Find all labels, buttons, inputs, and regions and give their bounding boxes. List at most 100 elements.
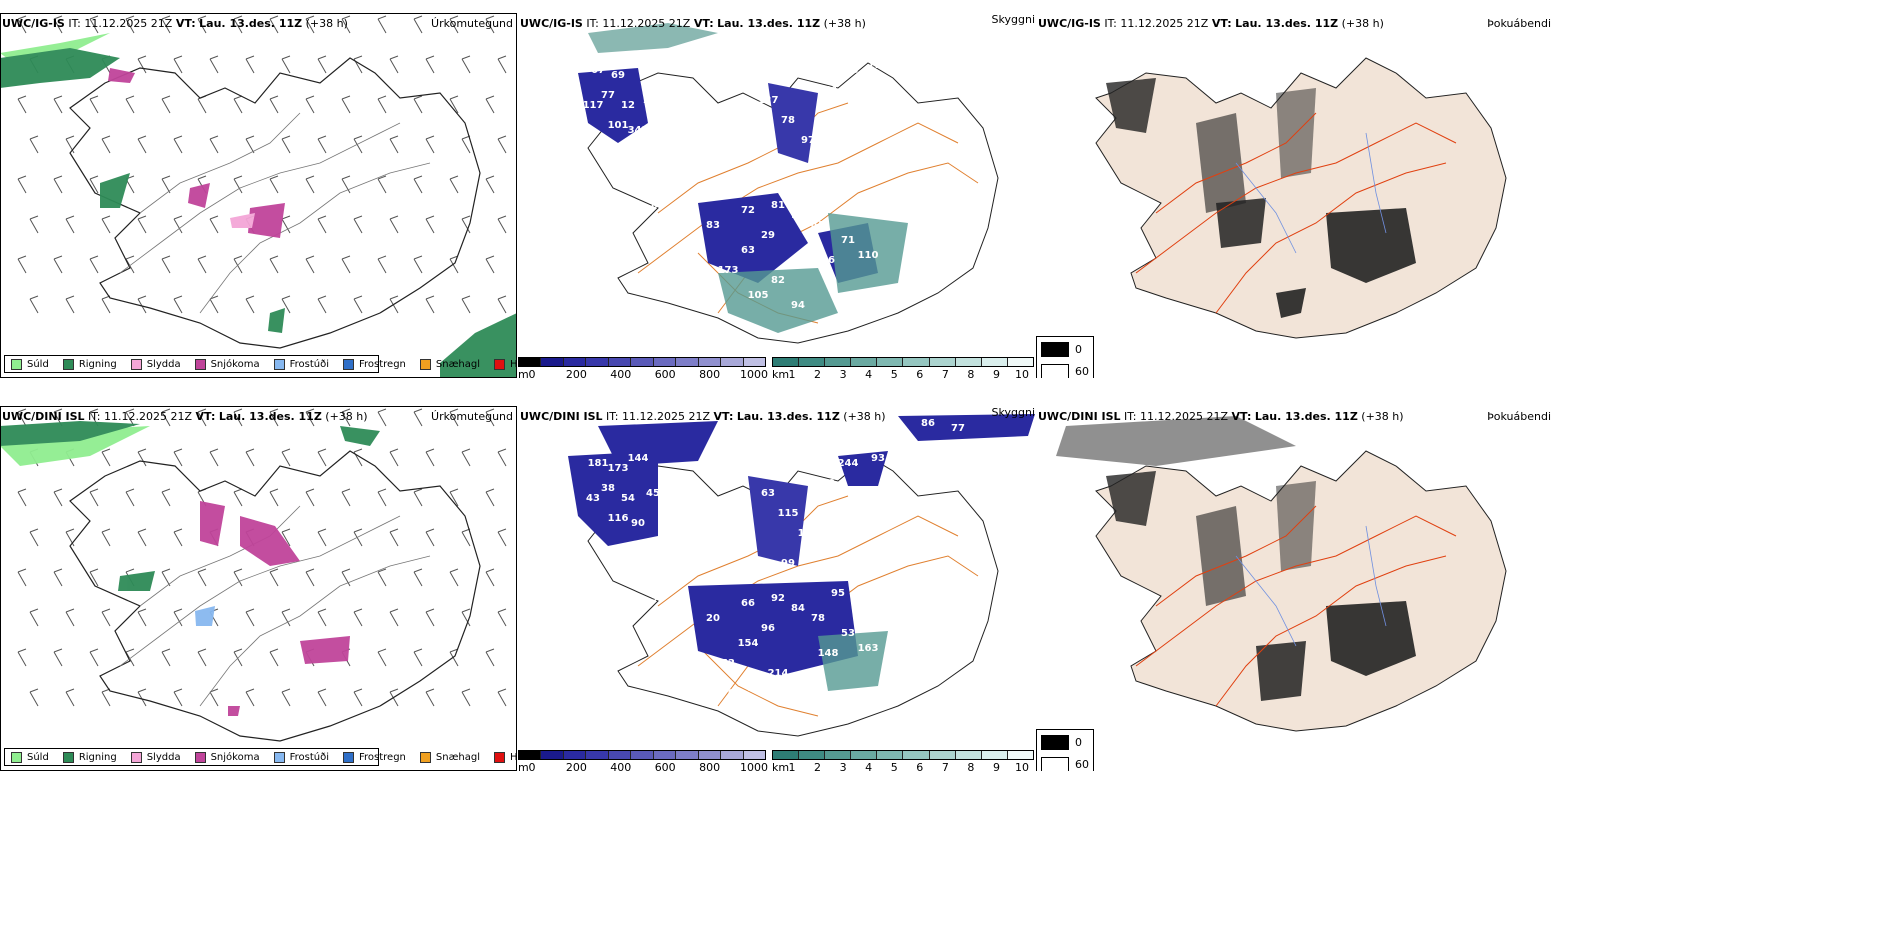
wind-barb xyxy=(449,95,459,114)
tick-label: 600 xyxy=(654,368,676,378)
wind-barb xyxy=(317,688,327,707)
fog-legend-value: 0 xyxy=(1075,735,1082,749)
visibility-value: 17 xyxy=(691,518,705,529)
height-color-blocks xyxy=(518,357,766,367)
visibility-value: 105 xyxy=(748,290,769,301)
wind-barb xyxy=(425,295,435,314)
wind-barb xyxy=(485,408,495,427)
color-step xyxy=(743,751,765,759)
visibility-value: 45 xyxy=(646,488,660,499)
height-colorbar: m 0 200 400 600 800 1000 xyxy=(518,357,768,378)
legend-label: Rigning xyxy=(78,358,117,370)
visibility-value: 29 xyxy=(761,230,775,241)
wind-barb xyxy=(305,175,315,194)
wind-barb xyxy=(17,15,27,34)
wind-barb xyxy=(161,488,171,507)
color-step xyxy=(1007,358,1033,366)
wind-barb xyxy=(413,488,423,507)
visibility-value: 110 xyxy=(858,250,879,261)
lead-time: (+38 h) xyxy=(1341,17,1384,30)
wind-barb xyxy=(449,255,459,274)
precip-type-panel: UWC/DINI ISL IT: 11.12.2025 21Z VT: Lau.… xyxy=(0,406,517,771)
visibility-value: 71 xyxy=(841,235,855,246)
it-label: IT: xyxy=(586,17,599,30)
visibility-value: 144 xyxy=(628,453,649,464)
wind-barb xyxy=(485,568,495,587)
wind-barb xyxy=(137,448,147,467)
legend-item: Slydda xyxy=(130,751,181,763)
tick-label: 4 xyxy=(865,368,873,378)
visibility-value: 214 xyxy=(768,668,789,679)
visibility-areas xyxy=(568,414,1035,691)
unit-label: m xyxy=(518,761,529,771)
fog-panel: UWC/DINI ISL IT: 11.12.2025 21Z VT: Lau.… xyxy=(1036,406,1553,771)
wind-barb xyxy=(29,608,39,627)
wind-barb xyxy=(389,295,399,314)
fog-shading xyxy=(1056,416,1416,701)
legend-item: Rigning xyxy=(62,358,117,370)
visibility-value: 92 xyxy=(791,210,805,221)
legend-item: Súld xyxy=(11,751,49,763)
legend-label: Snjókoma xyxy=(210,358,260,370)
visibility-value: 81 xyxy=(771,200,785,211)
vt-label: VT: xyxy=(713,410,734,423)
tick-label: 9 xyxy=(992,761,1000,771)
model-name: UWC/IG-IS xyxy=(520,17,583,30)
wind-barb xyxy=(413,95,423,114)
wind-barb xyxy=(461,215,471,234)
tick-label: 2 xyxy=(814,368,822,378)
color-step xyxy=(877,358,904,366)
wind-barb xyxy=(101,448,111,467)
visibility-value: 54 xyxy=(621,493,635,504)
legend-item: Frostregn xyxy=(343,751,406,763)
wind-barb xyxy=(269,408,279,427)
wind-barb xyxy=(341,95,351,114)
wind-barb xyxy=(89,255,99,274)
visibility-value: 77 xyxy=(701,698,715,709)
wind-barb xyxy=(197,95,207,114)
wind-barb xyxy=(317,608,327,627)
wind-barb xyxy=(89,15,99,34)
legend-label: Slydda xyxy=(146,751,181,763)
wind-barb xyxy=(89,95,99,114)
wind-barb xyxy=(17,488,27,507)
tick-label: 400 xyxy=(610,761,632,771)
visibility-value: 163 xyxy=(858,643,879,654)
visibility-value: 95 xyxy=(831,588,845,599)
wind-barb xyxy=(425,215,435,234)
visibility-value: 98 xyxy=(651,593,665,604)
wind-barb xyxy=(65,295,75,314)
tick-label: 1000 xyxy=(740,761,768,771)
tick-label: 3 xyxy=(839,368,847,378)
wind-barb xyxy=(281,608,291,627)
legend-label: Frostregn xyxy=(359,751,406,763)
wind-barb xyxy=(53,568,63,587)
wind-barb xyxy=(161,95,171,114)
legend-label: Frostúði xyxy=(289,751,329,763)
wind-barb xyxy=(305,255,315,274)
legend-swatch xyxy=(343,751,354,763)
wind-barb xyxy=(173,688,183,707)
precip-header: UWC/IG-IS IT: 11.12.2025 21Z VT: Lau. 13… xyxy=(2,17,348,30)
wind-barb xyxy=(377,488,387,507)
km-colorbar: km 1 2 3 4 5 6 7 8 9 10 xyxy=(772,357,1034,378)
color-step xyxy=(799,358,826,366)
wind-barb xyxy=(389,528,399,547)
precip-title: Úrkomutegund xyxy=(431,410,513,423)
wind-barb xyxy=(341,255,351,274)
visibility-value: 121 xyxy=(818,85,839,96)
wind-barb xyxy=(353,608,363,627)
visibility-value: 82 xyxy=(771,275,785,286)
road-network xyxy=(1135,505,1457,707)
wind-barb xyxy=(53,488,63,507)
color-step xyxy=(653,358,677,366)
wind-barb xyxy=(233,175,243,194)
wind-barb xyxy=(17,175,27,194)
visibility-value: 63 xyxy=(761,488,775,499)
wind-barb xyxy=(137,215,147,234)
wind-barb xyxy=(101,608,111,627)
wind-barb xyxy=(125,15,135,34)
wind-barb xyxy=(353,688,363,707)
visibility-value: 20 xyxy=(706,613,720,624)
